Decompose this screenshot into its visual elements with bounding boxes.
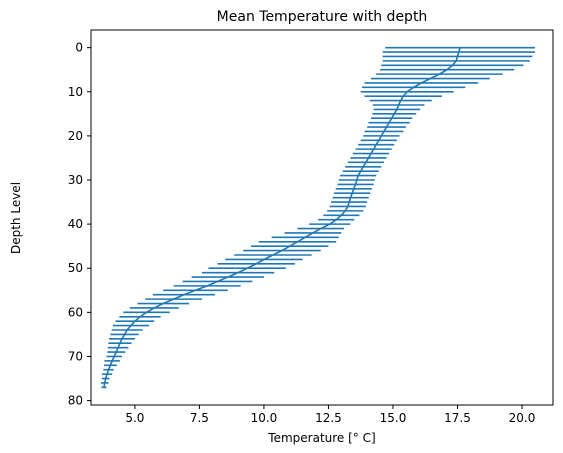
series-group: [103, 47, 461, 388]
x-tick-label: 17.5: [444, 411, 471, 425]
y-axis-label: Depth Level: [9, 182, 23, 254]
y-tick-label: 30: [68, 173, 83, 187]
y-tick-label: 70: [68, 349, 83, 363]
x-axis: 5.0 7.5 10.0 12.5 15.0 17.5 20.0: [125, 405, 535, 425]
y-tick-label: 20: [68, 129, 83, 143]
y-tick-label: 80: [68, 394, 83, 408]
y-tick-label: 50: [68, 261, 83, 275]
x-tick-label: 20.0: [509, 411, 536, 425]
x-tick-label: 10.0: [251, 411, 278, 425]
plot-background: [91, 30, 553, 405]
plot-frame: [90, 29, 554, 406]
x-tick-label: 5.0: [125, 411, 144, 425]
y-tick-label: 10: [68, 85, 83, 99]
x-tick-label: 7.5: [190, 411, 209, 425]
x-tick-label: 12.5: [315, 411, 342, 425]
y-tick-label: 60: [68, 305, 83, 319]
x-axis-label: Temperature [° C]: [267, 431, 375, 445]
y-axis: 0 10 20 30 40 50 60 70 80: [68, 41, 91, 408]
y-tick-label: 40: [68, 217, 83, 231]
x-tick-label: 15.0: [380, 411, 407, 425]
mean-temperature-line: [103, 47, 461, 388]
chart-title: Mean Temperature with depth: [217, 9, 428, 25]
y-tick-label: 0: [75, 41, 83, 55]
